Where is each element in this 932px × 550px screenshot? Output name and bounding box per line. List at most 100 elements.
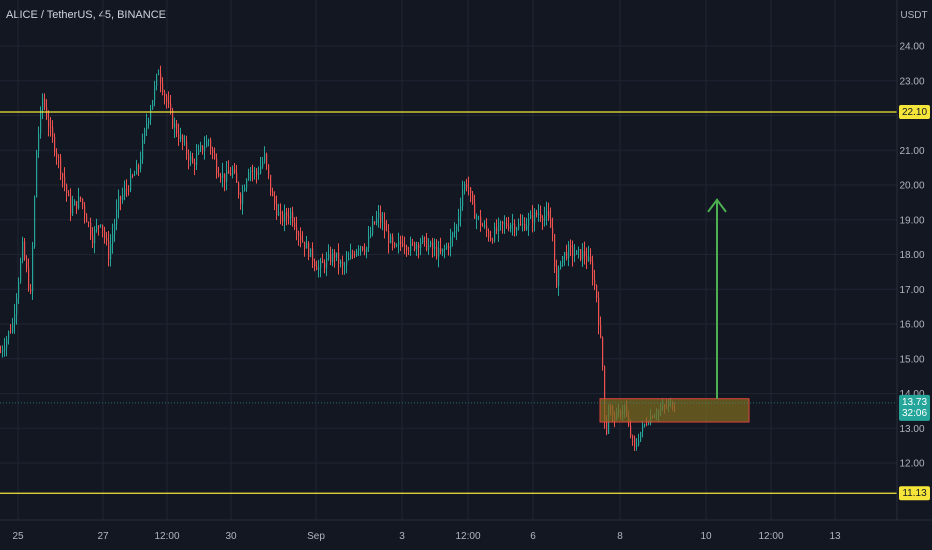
candle-body <box>34 197 36 247</box>
candle-body <box>196 154 198 166</box>
time-tick-label: 10 <box>700 531 712 542</box>
candle-body <box>410 242 412 251</box>
candle-body <box>300 235 302 241</box>
candle-body <box>552 227 554 235</box>
candle-body <box>338 252 340 264</box>
candle-body <box>402 243 404 246</box>
candle-body <box>232 169 234 176</box>
candle-body <box>582 251 584 260</box>
candle-body <box>354 254 356 256</box>
candle-body <box>158 73 160 75</box>
candle-body <box>578 249 580 251</box>
candle-body <box>420 242 422 249</box>
candle-body <box>368 236 370 248</box>
candle-body <box>592 261 594 280</box>
candle-body <box>216 158 218 174</box>
price-tick-label: 14.00 <box>899 389 924 400</box>
candle-body <box>332 252 334 262</box>
candle-body <box>424 237 426 239</box>
candle-body <box>468 186 470 188</box>
candle-body <box>634 438 636 447</box>
candle-body <box>324 262 326 268</box>
candle-body <box>30 289 32 292</box>
candle-body <box>72 205 74 214</box>
candle-body <box>82 198 84 206</box>
candle-body <box>378 212 380 219</box>
candle-body <box>600 325 602 338</box>
candle-body <box>90 222 92 236</box>
candle-body <box>438 247 440 257</box>
price-axis-currency: USDT <box>900 10 927 21</box>
candle-body <box>188 153 190 161</box>
candle-body <box>246 179 248 189</box>
candle-body <box>42 98 44 110</box>
price-axis[interactable]: USDT 24.0023.0022.0021.0020.0019.0018.00… <box>896 0 928 520</box>
candle-body <box>558 267 560 286</box>
candle-body <box>366 247 368 252</box>
candle-body <box>384 221 386 231</box>
candle-body <box>124 188 126 195</box>
price-tick-label: 16.00 <box>899 320 924 331</box>
candle-body <box>206 141 208 147</box>
candle-body <box>58 157 60 158</box>
time-axis[interactable]: 25 27 12:00 30 Sep 3 12:00 6 8 10 12:00 13 <box>0 519 932 542</box>
candle-body <box>86 214 88 223</box>
candle-body <box>394 243 396 246</box>
candle-body <box>524 223 526 230</box>
candle-body <box>52 127 54 137</box>
candle-body <box>492 240 494 241</box>
candle-body <box>398 241 400 245</box>
candle-body <box>284 212 286 222</box>
candle-body <box>478 216 480 218</box>
candle-body <box>106 237 108 241</box>
candle-body <box>184 141 186 143</box>
candle-body <box>310 248 312 257</box>
candle-body <box>104 230 106 238</box>
candle-body <box>290 211 292 219</box>
candle-body <box>382 221 384 223</box>
candle-body <box>222 173 224 178</box>
candle-body <box>504 223 506 224</box>
candle-body <box>346 260 348 266</box>
candle-body <box>134 174 136 176</box>
candle-body <box>0 351 2 353</box>
candle-body <box>6 338 8 348</box>
candle-body <box>230 173 232 176</box>
candle-body <box>204 146 206 151</box>
candle-body <box>506 223 508 227</box>
candle-body <box>408 250 410 251</box>
candle-body <box>566 252 568 259</box>
candle-body <box>192 157 194 163</box>
candle-body <box>98 225 100 227</box>
symbol-title[interactable]: ALICE / TetherUS, 45, BINANCE <box>6 9 166 21</box>
candle-body <box>146 123 148 130</box>
candle-body <box>360 246 362 249</box>
candle-body <box>514 223 516 231</box>
candle-body <box>494 227 496 241</box>
time-tick-label: 12:00 <box>154 531 179 542</box>
candle-body <box>112 234 114 245</box>
candle-body <box>434 247 436 249</box>
candle-body <box>160 73 162 83</box>
candle-body <box>40 109 42 134</box>
candle-body <box>48 118 50 127</box>
candle-body <box>234 169 236 173</box>
price-tick-label: 15.00 <box>899 354 924 365</box>
candle-body <box>570 245 572 247</box>
time-tick-label: 6 <box>530 531 536 542</box>
candle-body <box>544 215 546 221</box>
candle-body <box>70 196 72 214</box>
candle-body <box>214 152 216 159</box>
candle-body <box>584 251 586 257</box>
candle-body <box>638 440 640 445</box>
candle-body <box>228 170 230 174</box>
candle-body <box>116 209 118 225</box>
candle-body <box>306 243 308 249</box>
candle-body <box>406 246 408 251</box>
candle-body <box>54 136 56 153</box>
candle-body <box>648 423 650 425</box>
candle-body <box>538 213 540 216</box>
candle-body <box>8 331 10 339</box>
